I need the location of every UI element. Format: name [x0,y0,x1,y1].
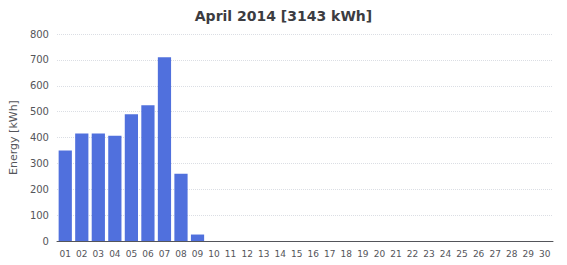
svg-text:21: 21 [390,249,401,259]
svg-text:15: 15 [291,249,302,259]
svg-text:April 2014 [3143 kWh]: April 2014 [3143 kWh] [195,8,372,24]
svg-text:25: 25 [456,249,467,259]
svg-text:11: 11 [225,249,236,259]
svg-text:03: 03 [93,249,104,259]
svg-text:Energy [kWh]: Energy [kWh] [7,100,20,175]
svg-text:18: 18 [341,249,353,259]
svg-text:27: 27 [489,249,500,259]
svg-text:19: 19 [357,249,369,259]
svg-text:01: 01 [60,249,71,259]
svg-text:06: 06 [142,249,154,259]
svg-text:500: 500 [30,106,49,117]
svg-text:13: 13 [258,249,269,259]
svg-text:04: 04 [109,249,121,259]
svg-text:05: 05 [126,249,137,259]
svg-text:10: 10 [208,249,220,259]
svg-text:17: 17 [324,249,335,259]
svg-text:200: 200 [30,184,49,195]
svg-text:800: 800 [30,29,49,40]
svg-text:02: 02 [76,249,87,259]
svg-text:30: 30 [539,249,551,259]
svg-text:300: 300 [30,158,49,169]
svg-text:09: 09 [192,249,204,259]
svg-text:26: 26 [473,249,485,259]
svg-text:07: 07 [159,249,170,259]
svg-text:600: 600 [30,80,49,91]
svg-text:20: 20 [374,249,386,259]
svg-text:0: 0 [43,236,49,247]
svg-text:08: 08 [175,249,187,259]
svg-text:28: 28 [506,249,518,259]
svg-text:16: 16 [308,249,320,259]
svg-text:14: 14 [274,249,286,259]
svg-text:29: 29 [522,249,534,259]
svg-text:700: 700 [30,54,49,65]
svg-text:100: 100 [30,210,49,221]
svg-text:12: 12 [241,249,252,259]
svg-text:400: 400 [30,132,49,143]
svg-text:23: 23 [423,249,434,259]
svg-text:24: 24 [440,249,452,259]
svg-text:22: 22 [407,249,418,259]
